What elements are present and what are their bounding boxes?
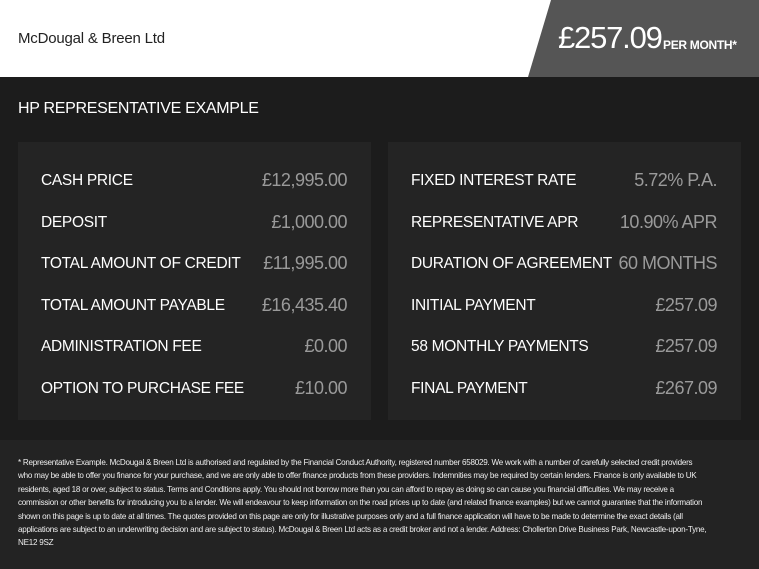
section-title: HP REPRESENTATIVE EXAMPLE [18,100,259,117]
finance-row: FINAL PAYMENT £267.09 [411,378,717,402]
finance-value: £257.09 [655,336,717,356]
finance-label: REPRESENTATIVE APR [411,213,579,231]
finance-value: £12,995.00 [261,170,348,190]
finance-value: £0.00 [304,336,347,356]
footnote: * Representative Example. McDougal & Bre… [18,458,707,548]
monthly-price: £257.09 [558,20,663,55]
left-panel: CASH PRICE £12,995.00 DEPOSIT £1,000.00 TOTA… [18,142,371,420]
finance-row: CASH PRICE £12,995.00 [41,170,348,194]
finance-value: £257.09 [655,294,717,315]
finance-value: 5.72% P.A. [634,170,717,190]
finance-row: DEPOSIT £1,000.00 [41,212,347,236]
finance-label: TOTAL AMOUNT PAYABLE [41,296,225,314]
per-month-label: PER MONTH* [663,38,737,52]
finance-value: £267.09 [655,377,717,398]
footer: * Representative Example. McDougal & Bre… [0,440,759,569]
finance-row: INITIAL PAYMENT £257.09 [411,295,717,319]
finance-value: £1,000.00 [271,211,347,232]
finance-row: OPTION TO PURCHASE FEE £10.00 [41,377,348,402]
finance-label: 58 MONTHLY PAYMENTS [411,338,589,355]
finance-label: TOTAL AMOUNT OF CREDIT [41,255,241,272]
finance-value: 10.90% APR [619,211,718,232]
finance-row: ADMINISTRATION FEE £0.00 [41,336,347,360]
finance-label: DEPOSIT [41,213,107,231]
finance-label: ADMINISTRATION FEE [41,338,202,355]
finance-label: OPTION TO PURCHASE FEE [41,379,244,397]
finance-value: £10.00 [294,377,348,398]
finance-value: £11,995.00 [263,253,347,273]
finance-row: FIXED INTEREST RATE 5.72% P.A. [411,170,717,194]
finance-value: £16,435.40 [261,294,348,315]
dealer-name: McDougal & Breen Ltd [18,30,165,47]
finance-row: TOTAL AMOUNT PAYABLE £16,435.40 [41,294,348,319]
finance-row: 58 MONTHLY PAYMENTS £257.09 [411,336,717,360]
finance-label: FINAL PAYMENT [411,379,528,397]
finance-row: TOTAL AMOUNT OF CREDIT £11,995.00 [41,253,347,277]
finance-label: CASH PRICE [41,172,133,189]
finance-row: DURATION OF AGREEMENT 60 MONTHS [411,253,717,277]
finance-value: 60 MONTHS [618,253,717,273]
finance-label: DURATION OF AGREEMENT [411,255,612,272]
right-panel: FIXED INTEREST RATE 5.72% P.A. REPRESENTAT… [388,142,741,420]
finance-label: FIXED INTEREST RATE [411,172,577,189]
monthly-price-box [528,0,759,77]
finance-label: INITIAL PAYMENT [411,296,536,314]
finance-row: REPRESENTATIVE APR 10.90% APR [411,211,718,236]
